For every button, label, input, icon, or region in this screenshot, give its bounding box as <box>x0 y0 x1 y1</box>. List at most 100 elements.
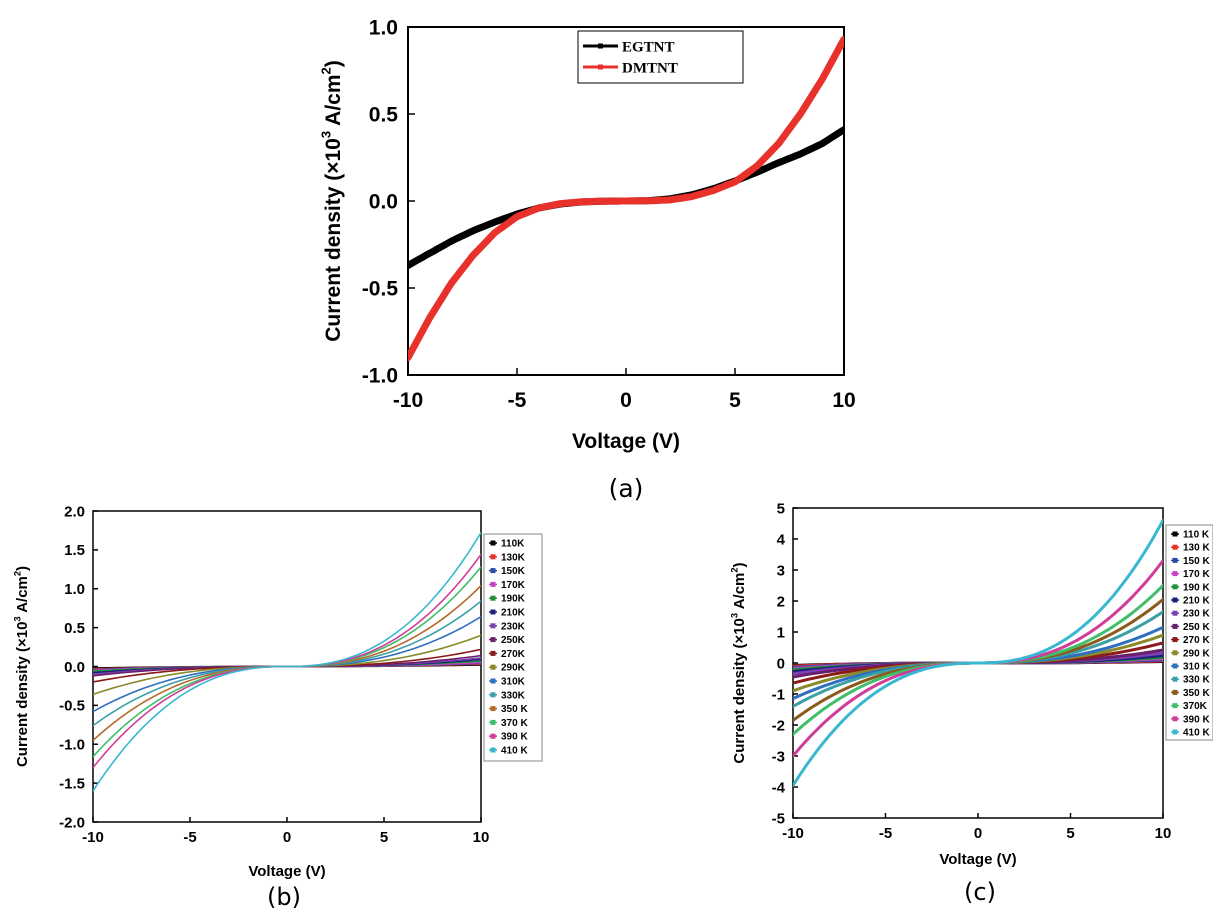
legend-swatch-marker <box>1172 557 1178 563</box>
y-axis-label-part: Current density (×10 <box>14 622 31 767</box>
legend-swatch-marker <box>1172 584 1178 590</box>
legend-swatch-marker <box>490 581 496 587</box>
legend-entry-label: 290 K <box>1183 648 1210 659</box>
y-axis-label-part: A/cm <box>14 576 31 616</box>
series-line-410k <box>793 518 1163 787</box>
legend-entry-label: 210 K <box>1183 596 1210 607</box>
legend-entry-label: 130K <box>501 552 526 563</box>
y-tick-label: -4 <box>772 779 786 796</box>
legend-entry-label: 270K <box>501 649 526 660</box>
y-tick-label: 1 <box>777 624 785 641</box>
legend-swatch-marker <box>490 719 496 725</box>
series-group <box>408 35 844 362</box>
y-tick-label: 0.0 <box>369 190 398 213</box>
legend-entry-label: 270 K <box>1183 635 1210 646</box>
legend-entry-label: 350 K <box>501 704 528 715</box>
legend-swatch-marker <box>490 664 496 670</box>
x-tick-label: 10 <box>1155 825 1172 842</box>
legend-entry-label: EGTNT <box>622 39 675 55</box>
panel-label: (a) <box>609 474 644 503</box>
legend-entry-label: 390 K <box>1183 714 1210 725</box>
legend-entry-label: 210K <box>501 608 526 619</box>
legend-entry-label: 190K <box>501 594 526 605</box>
y-tick-label: -1.0 <box>362 364 398 387</box>
legend-entry-label: 330K <box>501 690 526 701</box>
legend-entry-label: 390 K <box>501 732 528 743</box>
panel-label: (c) <box>964 878 996 906</box>
legend-swatch-marker <box>1172 597 1178 603</box>
y-tick-label: -2 <box>772 717 785 734</box>
legend-swatch-marker <box>1172 716 1178 722</box>
y-axis-label-part: Current density (×10 <box>322 138 345 342</box>
legend-entry-label: 310K <box>501 677 526 688</box>
y-tick-label: 3 <box>777 562 785 579</box>
y-axis-label-part: ) <box>731 562 748 567</box>
y-tick-label: 2 <box>777 593 785 610</box>
y-tick-label: 5 <box>777 500 785 517</box>
legend-swatch-marker <box>490 554 496 560</box>
legend-entry-label: 230 K <box>1183 609 1210 620</box>
legend-swatch-marker <box>490 706 496 712</box>
y-axis-label-part: 2 <box>729 567 739 572</box>
legend-entry-label: 350 K <box>1183 688 1210 699</box>
y-tick-label: 0.5 <box>369 103 399 126</box>
y-tick-label: 1.0 <box>64 581 85 598</box>
x-tick-label: 0 <box>283 829 291 846</box>
legend-swatch-marker <box>490 692 496 698</box>
x-axis-label: Voltage (V) <box>939 851 1016 868</box>
legend-entry-label: 110 K <box>1183 530 1210 541</box>
series-group <box>793 518 1163 787</box>
y-tick-label: -1.0 <box>59 737 85 754</box>
x-tick-label: -10 <box>782 825 804 842</box>
legend-entry-label: 170 K <box>1183 569 1210 580</box>
legend-swatch-marker <box>1172 623 1178 629</box>
x-tick-label: 5 <box>729 389 741 412</box>
legend-swatch-marker <box>490 747 496 753</box>
legend-swatch-marker <box>490 678 496 684</box>
x-tick-label: 5 <box>380 829 388 846</box>
legend-swatch-marker <box>1172 663 1178 669</box>
y-axis-label-part: ) <box>14 566 31 571</box>
y-axis-label-part: 2 <box>319 67 334 74</box>
y-tick-label: 0.0 <box>64 659 85 676</box>
legend-entry-label: 250K <box>501 635 526 646</box>
y-tick-label: -5 <box>772 810 785 827</box>
legend-entry-label: 410 K <box>501 746 528 757</box>
x-tick-label: 0 <box>974 825 982 842</box>
x-tick-label: -5 <box>183 829 196 846</box>
legend-swatch-marker <box>490 595 496 601</box>
x-tick-label: 5 <box>1066 825 1074 842</box>
legend-swatch-marker <box>490 609 496 615</box>
panel-label: (b) <box>267 883 301 911</box>
x-tick-label: -5 <box>879 825 892 842</box>
y-tick-label: 2.0 <box>64 503 85 520</box>
legend-swatch-marker <box>1172 571 1178 577</box>
legend-swatch-marker <box>1172 650 1178 656</box>
x-tick-label: 10 <box>832 389 855 412</box>
panel-a-chart: -1.0 -0.5 0.0 0.5 1.0 -10 -5 0 5 10 Voltage (V) Cur… <box>319 16 856 503</box>
series-line-390k <box>93 553 481 769</box>
x-tick-label: -5 <box>508 389 527 412</box>
x-tick-label: -10 <box>393 389 423 412</box>
x-axis-label: Voltage (V) <box>248 863 325 880</box>
legend-entry-label: 370K <box>1183 701 1208 712</box>
y-tick-label: 0.5 <box>64 620 85 637</box>
legend-swatch-marker <box>1172 703 1178 709</box>
x-tick-label: 10 <box>473 829 490 846</box>
legend-entry-label: 290K <box>501 663 526 674</box>
legend-swatch-marker <box>1172 544 1178 550</box>
legend-entry-label: 370 K <box>501 718 528 729</box>
legend-swatch-marker <box>490 568 496 574</box>
x-tick-label: 0 <box>620 389 632 412</box>
legend-entry-label: 190 K <box>1183 582 1210 593</box>
legend-entry-label: 130 K <box>1183 543 1210 554</box>
y-axis-label-part: Current density (×10 <box>731 618 748 763</box>
y-axis-label-part: ) <box>322 60 345 67</box>
legend-swatch-marker <box>490 650 496 656</box>
legend-swatch-marker <box>490 637 496 643</box>
y-axis-label: Current density (×103 A/cm2) <box>319 60 345 342</box>
legend-swatch-marker <box>1172 729 1178 735</box>
y-tick-label: -3 <box>772 748 785 765</box>
y-axis-label-part: A/cm <box>731 573 748 613</box>
y-axis-label-part: 3 <box>12 616 22 621</box>
